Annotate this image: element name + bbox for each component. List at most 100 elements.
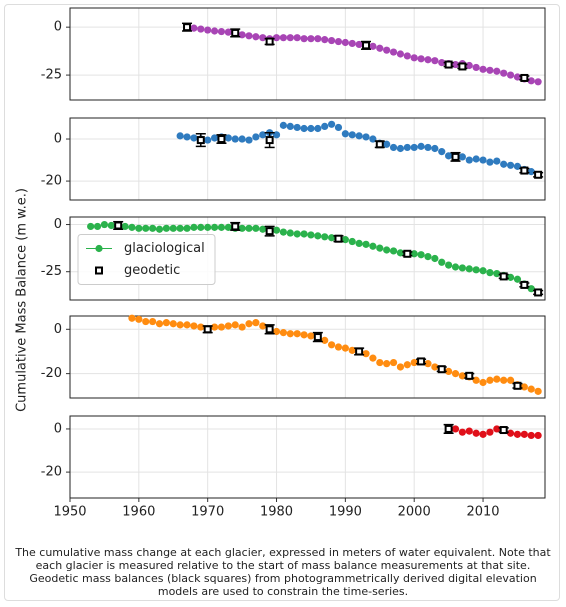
glaciological-point — [445, 367, 453, 376]
glaciological-point — [493, 425, 501, 433]
x-tick-label: 1970 — [191, 505, 224, 520]
glaciological-point — [190, 24, 198, 32]
glaciological-point — [334, 37, 343, 46]
glaciological-point — [348, 39, 356, 48]
y-tick-label: -20 — [41, 465, 62, 480]
geodetic-point — [231, 28, 240, 37]
glaciological-point — [431, 57, 439, 65]
geodetic-point — [265, 227, 274, 236]
glaciological-point — [135, 224, 143, 232]
glaciological-point — [279, 329, 288, 337]
legend-marker — [95, 244, 103, 253]
geodetic-point — [520, 166, 529, 175]
glaciological-point — [465, 427, 473, 435]
glaciological-point — [162, 319, 170, 327]
glaciological-point — [438, 148, 446, 156]
geodetic-point — [362, 41, 371, 50]
glaciological-point — [424, 360, 432, 368]
glaciological-point — [162, 224, 170, 232]
panel-frame — [69, 415, 546, 499]
glaciological-point — [334, 343, 343, 351]
glaciological-point — [472, 155, 480, 163]
legend-marker — [95, 266, 103, 275]
geodetic-point — [499, 272, 508, 281]
glaciological-point — [238, 224, 246, 232]
geodetic-point — [465, 371, 474, 380]
glaciological-point — [383, 46, 391, 54]
glaciological-point — [197, 223, 205, 231]
glaciological-point — [451, 60, 460, 69]
glaciological-point — [376, 358, 384, 367]
glaciological-point — [286, 229, 294, 237]
geodetic-point — [417, 357, 426, 366]
glaciological-point — [479, 378, 487, 387]
glaciological-point — [472, 266, 480, 274]
geodetic-point — [375, 140, 384, 149]
x-tick-label: 2000 — [398, 505, 431, 520]
glaciological-point — [321, 36, 329, 44]
glaciological-point — [472, 429, 480, 437]
glaciological-point — [135, 315, 143, 323]
glaciological-point — [438, 258, 446, 266]
glaciological-point — [252, 319, 260, 327]
glaciological-point — [396, 249, 405, 257]
glaciological-point — [348, 131, 356, 139]
glaciological-point — [252, 133, 260, 141]
glaciological-point — [479, 156, 487, 164]
glaciological-point — [314, 124, 322, 133]
geodetic-point — [534, 170, 543, 179]
geodetic-point — [520, 280, 529, 289]
glaciological-point — [224, 322, 232, 330]
glaciological-point — [341, 38, 349, 47]
glaciological-point — [286, 122, 294, 131]
glaciological-point — [259, 225, 267, 233]
glaciological-point — [410, 54, 418, 62]
glaciological-point — [245, 320, 253, 328]
glaciological-point — [486, 269, 494, 277]
glaciological-point — [493, 157, 501, 165]
glaciological-point — [431, 144, 439, 153]
glaciological-point — [445, 261, 453, 269]
glaciological-point — [506, 376, 515, 384]
glaciological-point — [506, 71, 515, 79]
glaciological-point — [451, 370, 460, 378]
geodetic-point — [265, 325, 274, 334]
glaciological-point — [348, 346, 356, 354]
glaciological-point — [238, 135, 246, 143]
geodetic-point — [458, 62, 467, 71]
glaciological-point — [410, 250, 418, 258]
glaciological-point — [224, 223, 232, 231]
glaciological-point — [355, 239, 363, 248]
y-tick-label: -20 — [41, 366, 62, 381]
glaciological-point — [362, 133, 370, 141]
geodetic-point — [444, 424, 453, 433]
glaciological-point — [327, 341, 336, 349]
glaciological-point — [204, 26, 212, 34]
glaciological-point — [183, 321, 191, 329]
glaciological-point — [383, 360, 391, 368]
geodetic-point — [403, 249, 412, 258]
y-tick-label: -20 — [41, 174, 62, 189]
glaciological-point — [327, 234, 336, 242]
legend-label: geodetic — [124, 263, 180, 278]
glaciological-point — [369, 242, 377, 250]
glaciological-point — [513, 73, 522, 81]
glaciological-point — [486, 376, 494, 384]
glaciological-point — [183, 133, 191, 141]
glaciological-point — [493, 269, 501, 278]
glaciological-point — [376, 44, 384, 52]
glaciological-point — [238, 31, 246, 39]
glaciological-point — [300, 124, 308, 133]
glaciological-point — [314, 35, 322, 43]
glaciological-point — [300, 35, 308, 43]
glaciological-point — [493, 67, 501, 75]
glaciological-point — [362, 240, 370, 248]
glaciological-point — [479, 267, 487, 275]
glaciological-point — [472, 376, 480, 384]
glaciological-point — [513, 430, 522, 438]
y-tick-label: 0 — [54, 217, 62, 232]
glaciological-point — [341, 344, 349, 352]
glaciological-point — [506, 273, 515, 281]
glaciological-point — [458, 264, 466, 272]
glaciological-point — [128, 314, 136, 322]
